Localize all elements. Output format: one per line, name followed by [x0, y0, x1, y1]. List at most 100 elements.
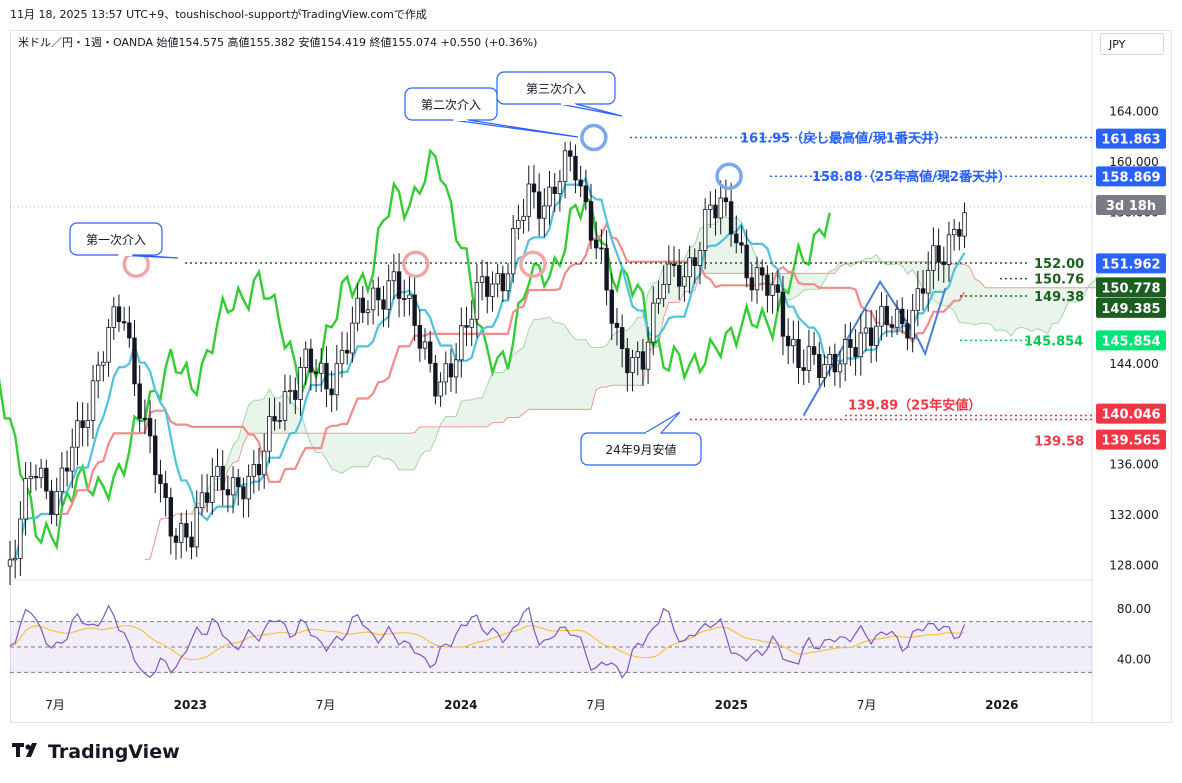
- candle-body: [396, 271, 402, 299]
- candle-body: [324, 362, 329, 390]
- level-label: 152.00: [1034, 257, 1084, 272]
- candle-body: [837, 363, 843, 373]
- candle-body: [936, 245, 941, 263]
- candle-body: [438, 381, 443, 397]
- candle-body: [702, 209, 708, 251]
- callout-2: 第二次介入: [404, 87, 579, 138]
- y-tick-label: 144.000: [1109, 357, 1159, 371]
- candle-body: [951, 229, 957, 236]
- candle-body: [687, 257, 692, 278]
- candle-body: [941, 261, 946, 265]
- candle-body: [734, 233, 739, 244]
- callout-box: [580, 432, 702, 466]
- candle-body: [739, 242, 744, 246]
- candle-body: [220, 465, 225, 491]
- candle-body: [479, 276, 485, 283]
- candle-body: [692, 257, 697, 266]
- candle-body: [552, 186, 557, 194]
- candle-body: [329, 388, 334, 396]
- candle-body: [18, 518, 23, 559]
- candle-body: [879, 305, 884, 327]
- candle-body: [630, 357, 635, 374]
- candle-body: [708, 204, 713, 210]
- candle-body: [832, 354, 838, 373]
- candle-body: [70, 446, 75, 472]
- candle-body: [360, 297, 365, 313]
- candle-body: [500, 273, 506, 292]
- candle-body: [464, 325, 469, 328]
- candle-body: [230, 477, 236, 496]
- candle-body: [422, 341, 428, 349]
- tradingview-logo[interactable]: TradingView: [12, 741, 180, 763]
- candle-body: [127, 322, 132, 339]
- callout-pointer: [644, 411, 681, 434]
- level-label: 158.88（25年高値/現2番天井）: [812, 169, 1011, 185]
- candles: [7, 141, 967, 586]
- candle-body: [59, 467, 65, 492]
- callout-pointer: [117, 254, 179, 259]
- candle-body: [744, 244, 749, 279]
- time-axis: 7月 2023 7月 2024 7月 2025 7月 2026: [45, 698, 1018, 712]
- candle-body: [204, 492, 210, 503]
- candle-body: [38, 467, 44, 479]
- candle-body: [806, 346, 812, 371]
- candle-body: [407, 294, 412, 299]
- candle-body: [635, 351, 640, 358]
- candle-body: [153, 435, 158, 476]
- level-label: 139.89（25年安値）: [848, 398, 981, 414]
- candle-body: [651, 302, 656, 343]
- candle-body: [801, 367, 806, 371]
- candle-body: [848, 339, 853, 348]
- candle-body: [178, 523, 184, 543]
- candle-body: [386, 280, 391, 310]
- candle-body: [588, 201, 594, 241]
- level-label: 145.854: [1024, 334, 1083, 349]
- horizontal-levels: 161.95（戻し最高値/現1番天井） 158.88（25年高値/現2番天井） 15…: [185, 131, 1092, 449]
- candle-body: [236, 477, 241, 488]
- candle-body: [147, 418, 153, 437]
- candle-body: [293, 390, 298, 400]
- y-tick-label: 164.000: [1109, 105, 1159, 119]
- candle-body: [33, 476, 39, 479]
- candle-body: [521, 215, 526, 221]
- candle-body: [619, 327, 625, 349]
- candle-body: [277, 419, 282, 422]
- candle-body: [811, 346, 817, 355]
- candle-body: [433, 362, 438, 397]
- candle-body: [428, 341, 433, 364]
- candle-body: [946, 234, 952, 265]
- candle-body: [915, 288, 921, 311]
- candle-body: [443, 363, 448, 383]
- candle-body: [256, 463, 262, 476]
- candle-body: [666, 263, 672, 285]
- candle-body: [355, 297, 360, 324]
- candle-body: [215, 465, 220, 477]
- candle-body: [199, 492, 205, 509]
- candle-body: [894, 308, 900, 328]
- x-tick-label: 2025: [715, 698, 748, 712]
- y-tick-label: 132.000: [1109, 508, 1159, 522]
- candle-body: [760, 267, 765, 276]
- candle-body: [791, 339, 796, 347]
- candle-body: [874, 325, 879, 346]
- level-label: 161.95（戻し最高値/現1番天井）: [740, 131, 947, 147]
- callout-4: 24年9月安値: [580, 411, 702, 466]
- candle-body: [313, 371, 319, 374]
- level-label: 139.58: [1034, 434, 1084, 449]
- callout-text: 24年9月安値: [606, 442, 677, 457]
- candle-body: [920, 288, 926, 294]
- candle-body: [225, 489, 231, 496]
- candle-body: [728, 201, 734, 235]
- candle-body: [7, 559, 13, 567]
- price-tag-bg: [1096, 330, 1166, 351]
- currency-selector[interactable]: JPY: [1100, 33, 1164, 55]
- candle-body: [858, 332, 863, 358]
- x-tick-label: 7月: [45, 698, 65, 712]
- candle-body: [168, 497, 174, 537]
- callout-text: 第三次介入: [526, 82, 586, 96]
- candle-body: [599, 247, 604, 250]
- candle-body: [526, 183, 531, 217]
- x-tick-label: 2026: [985, 698, 1018, 712]
- candle-body: [282, 391, 288, 421]
